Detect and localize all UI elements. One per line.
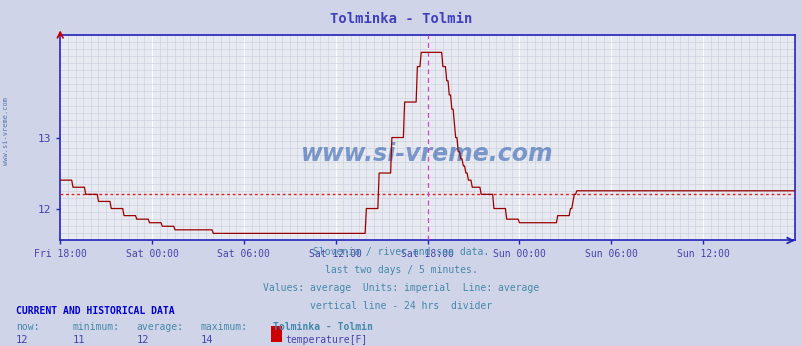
- Text: 12: 12: [16, 335, 29, 345]
- Text: Tolminka - Tolmin: Tolminka - Tolmin: [330, 12, 472, 26]
- Text: maximum:: maximum:: [200, 322, 248, 333]
- Text: www.si-vreme.com: www.si-vreme.com: [301, 142, 553, 166]
- Text: www.si-vreme.com: www.si-vreme.com: [3, 98, 10, 165]
- Text: vertical line - 24 hrs  divider: vertical line - 24 hrs divider: [310, 301, 492, 311]
- Text: Slovenia / river and sea data.: Slovenia / river and sea data.: [313, 247, 489, 257]
- Text: 11: 11: [72, 335, 85, 345]
- Text: average:: average:: [136, 322, 184, 333]
- Text: minimum:: minimum:: [72, 322, 119, 333]
- Text: CURRENT AND HISTORICAL DATA: CURRENT AND HISTORICAL DATA: [16, 306, 175, 316]
- Text: Values: average  Units: imperial  Line: average: Values: average Units: imperial Line: av…: [263, 283, 539, 293]
- Text: Tolminka - Tolmin: Tolminka - Tolmin: [273, 322, 372, 333]
- Text: now:: now:: [16, 322, 39, 333]
- Text: 14: 14: [200, 335, 213, 345]
- Text: last two days / 5 minutes.: last two days / 5 minutes.: [325, 265, 477, 275]
- Text: 12: 12: [136, 335, 149, 345]
- Text: temperature[F]: temperature[F]: [285, 335, 367, 345]
